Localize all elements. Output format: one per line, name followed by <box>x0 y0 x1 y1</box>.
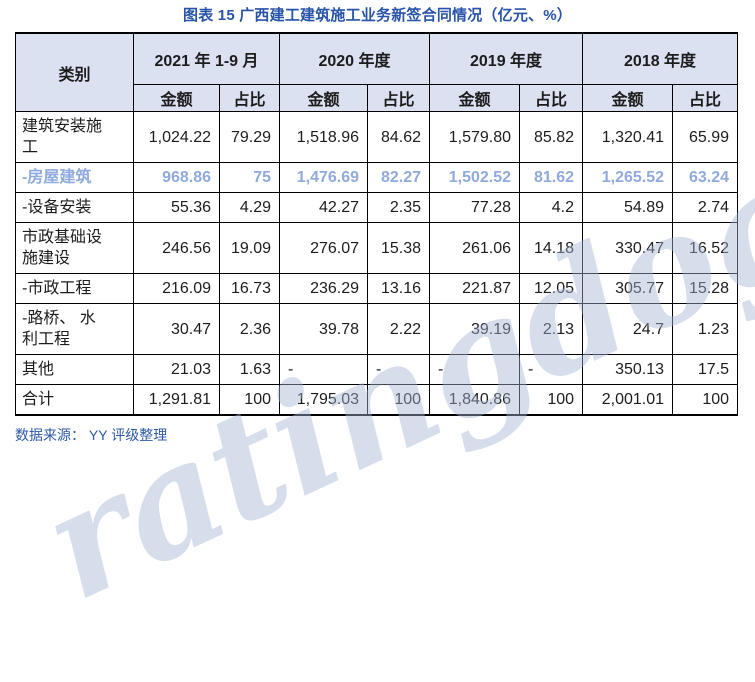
value-cell: 15.28 <box>672 273 739 304</box>
value-cell: 24.7 <box>582 303 674 355</box>
category-cell: -市政工程 <box>15 273 134 304</box>
value-cell: 261.06 <box>429 222 521 274</box>
value-cell: 1,265.52 <box>582 162 674 193</box>
value-cell: - <box>279 354 368 385</box>
header-row-subcolumns: 金额 占比 金额 占比 金额 占比 金额 占比 <box>16 84 739 112</box>
value-cell: 1,502.52 <box>429 162 521 193</box>
value-cell: 65.99 <box>672 111 739 163</box>
value-cell: 16.73 <box>219 273 280 304</box>
value-cell: 39.19 <box>429 303 521 355</box>
value-cell: 1.63 <box>219 354 280 385</box>
contracts-table: 类别 2021 年 1-9 月 2020 年度 2019 年度 2018 年度 … <box>15 32 739 416</box>
col-header-2018: 2018 年度 <box>582 32 739 85</box>
value-cell: 1,579.80 <box>429 111 521 163</box>
value-cell: - <box>366 354 431 385</box>
value-cell: 1,476.69 <box>279 162 368 193</box>
category-cell: 市政基础设施建设 <box>15 222 134 274</box>
value-cell: 16.52 <box>672 222 739 274</box>
value-cell: 968.86 <box>133 162 220 193</box>
value-cell: 276.07 <box>279 222 368 274</box>
category-cell: 建筑安装施工 <box>15 111 134 163</box>
value-cell: 4.2 <box>519 192 584 223</box>
value-cell: 4.29 <box>219 192 280 223</box>
value-cell: 1,840.86 <box>429 384 521 416</box>
table-row: -房屋建筑 968.86 75 1,476.69 82.27 1,502.52 81.62 1… <box>15 162 739 193</box>
value-cell: 236.29 <box>279 273 368 304</box>
value-cell: 85.82 <box>519 111 584 163</box>
value-cell: 75 <box>219 162 280 193</box>
subheader-share-2021: 占比 <box>219 84 280 112</box>
value-cell: 100 <box>519 384 584 416</box>
col-header-2021: 2021 年 1-9 月 <box>133 32 280 85</box>
value-cell: 305.77 <box>582 273 674 304</box>
value-cell: 14.18 <box>519 222 584 274</box>
subheader-amount-2018: 金额 <box>582 84 674 112</box>
table-row: 合计 1,291.81 100 1,795.03 100 1,840.86 100 2,001… <box>15 384 739 416</box>
subheader-share-2018: 占比 <box>672 84 739 112</box>
value-cell: 79.29 <box>219 111 280 163</box>
value-cell: 13.16 <box>366 273 431 304</box>
table-row: 市政基础设施建设 246.56 19.09 276.07 15.38 261.06 14.1… <box>15 222 739 274</box>
subheader-share-2019: 占比 <box>519 84 584 112</box>
value-cell: 100 <box>672 384 739 416</box>
value-cell: - <box>519 354 584 385</box>
value-cell: 39.78 <box>279 303 368 355</box>
value-cell: 77.28 <box>429 192 521 223</box>
table-row: -设备安装 55.36 4.29 42.27 2.35 77.28 4.2 54.89 2.74 <box>15 192 739 223</box>
col-header-category: 类别 <box>15 32 134 112</box>
value-cell: 30.47 <box>133 303 220 355</box>
value-cell: 2.22 <box>366 303 431 355</box>
value-cell: 1,795.03 <box>279 384 368 416</box>
value-cell: 84.62 <box>366 111 431 163</box>
value-cell: 12.05 <box>519 273 584 304</box>
header-row-periods: 类别 2021 年 1-9 月 2020 年度 2019 年度 2018 年度 <box>15 32 739 112</box>
category-cell: -房屋建筑 <box>15 162 134 193</box>
value-cell: 216.09 <box>133 273 220 304</box>
value-cell: 100 <box>366 384 431 416</box>
value-cell: 1,291.81 <box>133 384 220 416</box>
value-cell: 63.24 <box>672 162 739 193</box>
value-cell: 21.03 <box>133 354 220 385</box>
value-cell: 2.74 <box>672 192 739 223</box>
figure-title: 图表 15 广西建工建筑施工业务新签合同情况（亿元、%） <box>183 7 572 24</box>
category-cell: -设备安装 <box>15 192 134 223</box>
subheader-amount-2021: 金额 <box>133 84 220 112</box>
value-cell: 1,518.96 <box>279 111 368 163</box>
value-cell: 2,001.01 <box>582 384 674 416</box>
value-cell: 15.38 <box>366 222 431 274</box>
subheader-share-2020: 占比 <box>366 84 431 112</box>
value-cell: 17.5 <box>672 354 739 385</box>
value-cell: 1,320.41 <box>582 111 674 163</box>
value-cell: 350.13 <box>582 354 674 385</box>
value-cell: 55.36 <box>133 192 220 223</box>
value-cell: 100 <box>219 384 280 416</box>
data-source-note: 数据来源： YY 评级整理 <box>15 427 168 443</box>
value-cell: 2.13 <box>519 303 584 355</box>
table-row: 其他 21.03 1.63- - - -350.13 17.5 <box>15 354 739 385</box>
col-header-2020: 2020 年度 <box>278 32 431 85</box>
col-header-2019: 2019 年度 <box>429 32 584 85</box>
category-cell: 合计 <box>15 384 134 416</box>
value-cell: 2.35 <box>366 192 431 223</box>
table-row: -市政工程 216.09 16.73 236.29 13.16 221.87 12.05 30… <box>15 273 739 304</box>
category-cell: 其他 <box>15 354 134 385</box>
value-cell: 19.09 <box>219 222 280 274</box>
value-cell: 330.47 <box>582 222 674 274</box>
value-cell: 1,024.22 <box>133 111 220 163</box>
value-cell: 1.23 <box>672 303 739 355</box>
value-cell: 42.27 <box>279 192 368 223</box>
table-row: 建筑安装施工 1,024.22 79.29 1,518.96 84.62 1,579.80… <box>15 111 739 163</box>
value-cell: 54.89 <box>582 192 674 223</box>
value-cell: 246.56 <box>133 222 220 274</box>
value-cell: 2.36 <box>219 303 280 355</box>
subheader-amount-2020: 金额 <box>279 84 368 112</box>
table-row: -路桥、 水利工程 30.47 2.36 39.78 2.22 39.19 2.13 24.7… <box>15 303 739 355</box>
value-cell: 221.87 <box>429 273 521 304</box>
category-cell: -路桥、 水利工程 <box>15 303 134 355</box>
value-cell: 82.27 <box>366 162 431 193</box>
value-cell: - <box>429 354 521 385</box>
subheader-amount-2019: 金额 <box>429 84 521 112</box>
value-cell: 81.62 <box>519 162 584 193</box>
